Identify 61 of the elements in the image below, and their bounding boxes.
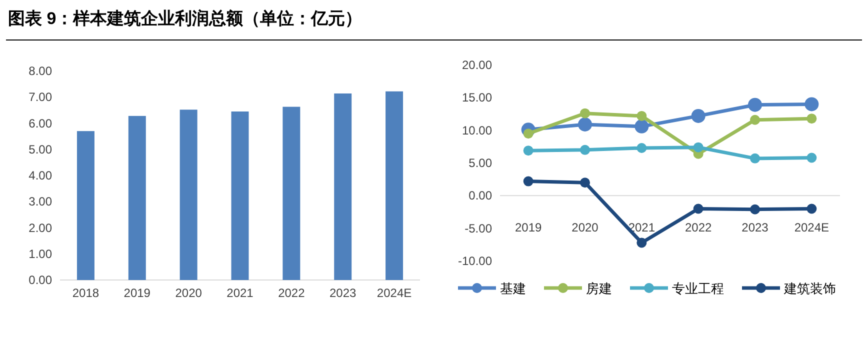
point — [750, 204, 760, 214]
bar — [76, 131, 94, 280]
legend-label: 基建 — [500, 281, 526, 296]
point — [750, 114, 760, 125]
legend-label: 建筑装饰 — [783, 281, 836, 296]
point — [580, 144, 590, 155]
bar — [128, 116, 146, 280]
x-tick-label: 2023 — [330, 286, 357, 300]
y-tick-label: 2.00 — [28, 220, 52, 235]
point — [691, 108, 706, 123]
x-tick-label: 2024E — [794, 220, 830, 235]
point — [634, 119, 649, 134]
bar — [386, 91, 404, 280]
y-tick-label: 15.00 — [462, 90, 492, 105]
y-tick-label: 20.00 — [462, 58, 492, 72]
y-tick-label: 0.00 — [28, 273, 52, 287]
point — [748, 98, 762, 112]
y-tick-label: 5.00 — [468, 156, 492, 170]
x-tick-label: 2022 — [684, 220, 712, 235]
y-tick-label: 8.00 — [28, 64, 52, 78]
y-tick-label: 1.00 — [28, 246, 52, 261]
y-tick-label: -10.00 — [458, 254, 492, 268]
point — [806, 152, 817, 163]
legend-label: 专业工程 — [672, 281, 724, 296]
y-tick-label: 3.00 — [28, 194, 52, 209]
bar — [231, 111, 249, 280]
point — [693, 204, 704, 214]
point — [636, 110, 647, 121]
point — [580, 178, 590, 188]
point — [523, 176, 534, 186]
point — [636, 238, 647, 248]
x-tick-label: 2022 — [278, 286, 306, 300]
point — [636, 142, 647, 153]
point — [804, 97, 819, 112]
bar — [180, 110, 198, 280]
chart-title: 图表 9：样本建筑企业利润总额（单位：亿元） — [8, 9, 362, 28]
point — [523, 146, 534, 156]
y-tick-label: 4.00 — [28, 168, 52, 182]
x-tick-label: 2024E — [376, 286, 412, 300]
x-tick-label: 2019 — [514, 220, 542, 235]
y-tick-label: 0.00 — [468, 188, 492, 203]
x-tick-label: 2020 — [175, 286, 202, 300]
y-tick-label: 10.00 — [462, 123, 492, 138]
x-tick-label: 2021 — [226, 286, 254, 300]
y-tick-label: 5.00 — [28, 142, 52, 156]
x-tick-label: 2019 — [124, 286, 151, 300]
point — [693, 142, 704, 152]
point — [578, 117, 592, 132]
x-tick-label: 2020 — [572, 220, 599, 235]
legend-label: 房建 — [586, 281, 612, 296]
y-tick-label: 6.00 — [28, 116, 52, 130]
x-tick-label: 2023 — [742, 220, 769, 235]
point — [750, 153, 760, 164]
bar — [282, 106, 300, 280]
x-tick-label: 2018 — [72, 286, 100, 300]
point — [580, 108, 590, 118]
y-tick-label: -5.00 — [464, 221, 492, 236]
point — [806, 114, 817, 124]
point — [806, 204, 817, 214]
y-tick-label: 7.00 — [28, 90, 52, 104]
bar — [334, 93, 352, 280]
